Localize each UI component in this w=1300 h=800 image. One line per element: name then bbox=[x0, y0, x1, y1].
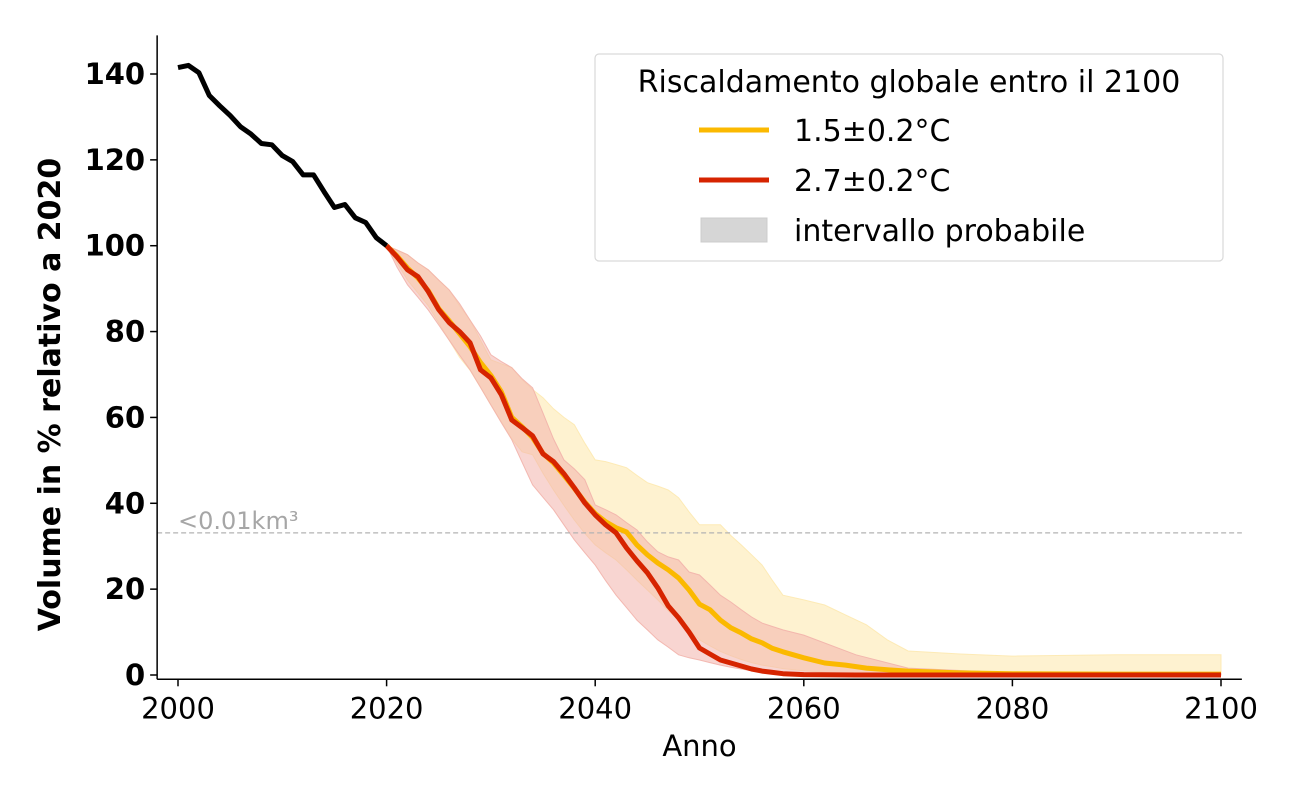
legend-patch-swatch bbox=[700, 217, 768, 243]
historical-line bbox=[177, 62, 389, 248]
x-tick-label: 2020 bbox=[350, 691, 424, 725]
x-tick-label: 2080 bbox=[975, 691, 1049, 725]
legend-entries: 1.5±0.2°C 2.7±0.2°C intervallo probabile bbox=[699, 114, 1085, 249]
x-axis-title: Anno bbox=[662, 729, 736, 763]
legend: Riscaldamento globale entro il 2100 1.5±… bbox=[594, 53, 1224, 262]
y-tick-label: 40 bbox=[105, 486, 145, 520]
x-ticks: 2000 2020 2040 2060 2080 2100 bbox=[141, 679, 1258, 725]
y-tick-label: 60 bbox=[105, 400, 145, 434]
y-tick-label: 120 bbox=[85, 143, 146, 177]
threshold-label: <0.01km³ bbox=[178, 507, 298, 535]
legend-label: intervallo probabile bbox=[794, 214, 1085, 249]
likely-range-band-1-5c bbox=[385, 244, 1222, 676]
x-tick-label: 2000 bbox=[141, 691, 215, 725]
y-tick-label: 0 bbox=[125, 658, 145, 692]
legend-box bbox=[594, 53, 1224, 262]
legend-title: Riscaldamento globale entro il 2100 bbox=[638, 65, 1181, 100]
y-tick-label: 100 bbox=[85, 229, 146, 263]
y-tick-label: 80 bbox=[105, 315, 145, 349]
likely-range-bands bbox=[385, 244, 1222, 676]
series-line-2-7c bbox=[384, 243, 1221, 678]
legend-label: 2.7±0.2°C bbox=[794, 164, 951, 199]
y-tick-label: 20 bbox=[105, 572, 145, 606]
x-tick-label: 2060 bbox=[767, 691, 841, 725]
threshold-group: <0.01km³ bbox=[157, 507, 1242, 535]
legend-entry: 2.7±0.2°C bbox=[699, 164, 951, 199]
series-lines bbox=[177, 62, 1221, 678]
legend-entry: intervallo probabile bbox=[700, 214, 1085, 249]
x-tick-label: 2040 bbox=[558, 691, 632, 725]
y-axis-title: Volume in % relativo a 2020 bbox=[33, 158, 68, 632]
legend-entry: 1.5±0.2°C bbox=[699, 114, 951, 149]
y-ticks: 0 20 40 60 80 100 120 140 bbox=[85, 57, 158, 692]
x-tick-label: 2100 bbox=[1184, 691, 1258, 725]
y-tick-label: 140 bbox=[85, 57, 146, 91]
legend-label: 1.5±0.2°C bbox=[794, 114, 951, 149]
